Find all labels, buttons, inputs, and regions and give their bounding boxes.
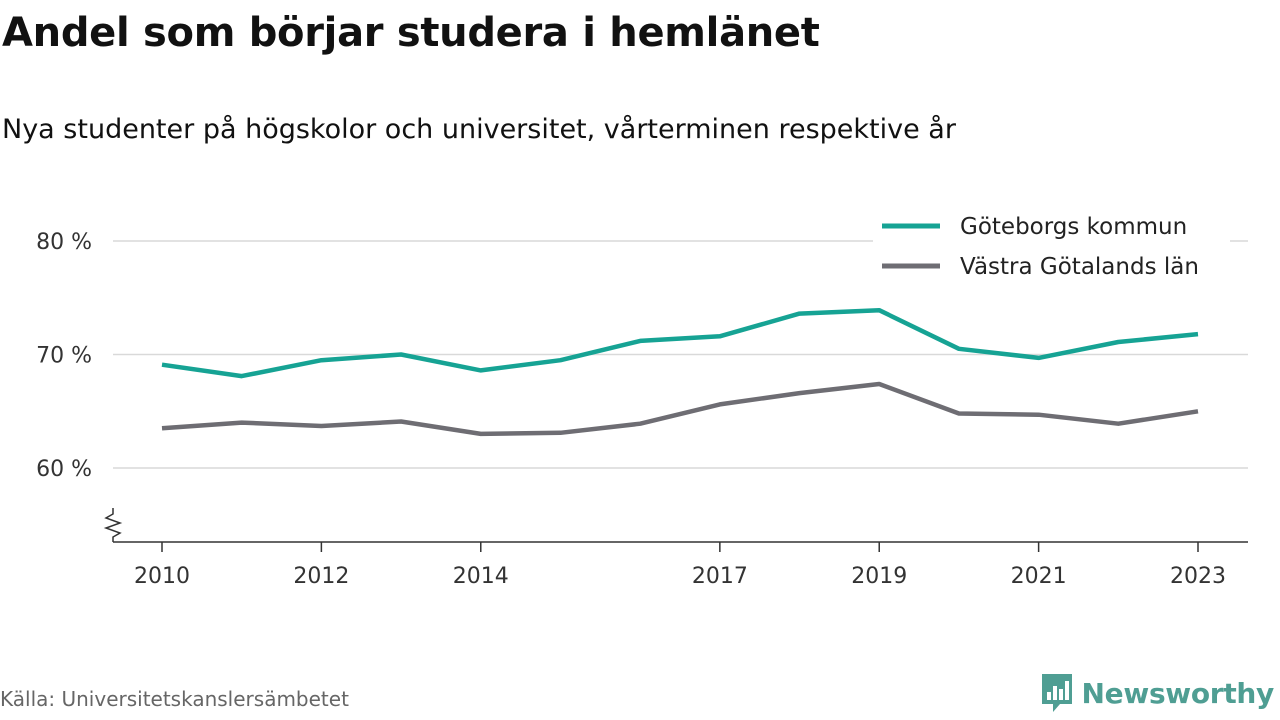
- x-tick-label: 2012: [293, 564, 349, 589]
- y-tick-label: 70 %: [36, 344, 92, 369]
- series-line-1: [161, 307, 1199, 379]
- source-note: Källa: Universitetskanslersämbetet: [0, 687, 349, 711]
- chart-subtitle: Nya studenter på högskolor och universit…: [2, 114, 956, 145]
- newsworthy-logo-icon: [1041, 674, 1072, 712]
- x-tick-label: 2014: [453, 564, 509, 589]
- axis-break-icon: [103, 508, 123, 542]
- legend-background: [873, 208, 1230, 290]
- x-tick-label: 2023: [1170, 564, 1226, 589]
- brand-name: Newsworthy: [1081, 676, 1275, 710]
- x-tick-label: 2021: [1011, 564, 1067, 589]
- legend-label: Västra Götalands län: [960, 254, 1199, 280]
- x-tick-label: 2019: [851, 564, 907, 589]
- y-tick-label: 60 %: [36, 457, 92, 482]
- brand-logo[interactable]: Newsworthy: [1040, 672, 1274, 714]
- legend-label: Göteborgs kommun: [960, 214, 1187, 240]
- chart-title: Andel som börjar studera i hemlänet: [2, 10, 820, 56]
- x-tick-label: 2017: [692, 564, 748, 589]
- series-line-2: [161, 381, 1199, 437]
- y-tick-label: 80 %: [36, 230, 92, 255]
- x-tick-label: 2010: [134, 564, 190, 589]
